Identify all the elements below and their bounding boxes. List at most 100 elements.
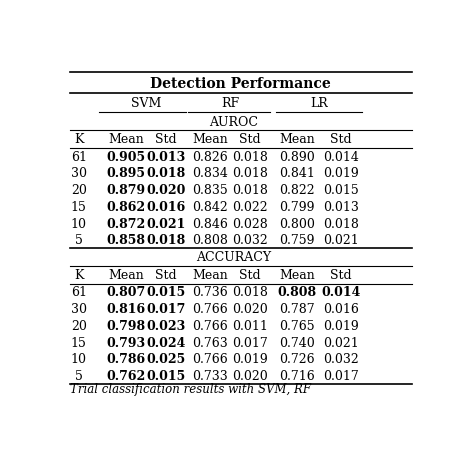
- Text: 0.890: 0.890: [280, 151, 315, 163]
- Text: 0.021: 0.021: [323, 336, 359, 349]
- Text: 0.808: 0.808: [192, 234, 228, 247]
- Text: 0.841: 0.841: [279, 167, 315, 180]
- Text: 0.014: 0.014: [321, 286, 361, 299]
- Text: 0.022: 0.022: [232, 200, 268, 213]
- Text: 0.018: 0.018: [323, 217, 359, 230]
- Text: 0.014: 0.014: [323, 151, 359, 163]
- Text: Mean: Mean: [192, 133, 228, 146]
- Text: 0.895: 0.895: [107, 167, 146, 180]
- Text: 0.013: 0.013: [147, 151, 186, 163]
- Text: 0.020: 0.020: [147, 184, 186, 197]
- Text: 0.019: 0.019: [323, 167, 359, 180]
- Text: 0.011: 0.011: [232, 319, 268, 332]
- Text: 5: 5: [75, 234, 83, 247]
- Text: 0.016: 0.016: [323, 303, 359, 316]
- Text: 0.018: 0.018: [232, 184, 268, 197]
- Text: 10: 10: [71, 217, 87, 230]
- Text: 30: 30: [71, 167, 87, 180]
- Text: 0.879: 0.879: [107, 184, 146, 197]
- Text: Mean: Mean: [192, 268, 228, 281]
- Text: 0.763: 0.763: [192, 336, 228, 349]
- Text: 0.858: 0.858: [107, 234, 146, 247]
- Text: 0.017: 0.017: [147, 303, 186, 316]
- Text: ACCURACY: ACCURACY: [196, 251, 271, 264]
- Text: 0.016: 0.016: [147, 200, 186, 213]
- Text: 0.018: 0.018: [232, 286, 268, 299]
- Text: Detection Performance: Detection Performance: [150, 77, 331, 91]
- Text: 0.736: 0.736: [192, 286, 228, 299]
- Text: 0.025: 0.025: [147, 353, 186, 365]
- Text: 0.835: 0.835: [192, 184, 228, 197]
- Text: Std: Std: [156, 268, 177, 281]
- Text: 0.028: 0.028: [232, 217, 268, 230]
- Text: 0.905: 0.905: [107, 151, 146, 163]
- Text: 0.787: 0.787: [280, 303, 315, 316]
- Text: 0.015: 0.015: [147, 369, 186, 382]
- Text: 0.793: 0.793: [107, 336, 146, 349]
- Text: RF: RF: [221, 97, 239, 110]
- Text: 0.024: 0.024: [147, 336, 186, 349]
- Text: 0.798: 0.798: [107, 319, 146, 332]
- Text: 0.842: 0.842: [192, 200, 228, 213]
- Text: 0.846: 0.846: [192, 217, 228, 230]
- Text: 0.032: 0.032: [323, 353, 359, 365]
- Text: Std: Std: [156, 133, 177, 146]
- Text: Mean: Mean: [280, 133, 315, 146]
- Text: 0.740: 0.740: [280, 336, 315, 349]
- Text: 15: 15: [71, 200, 87, 213]
- Text: 0.822: 0.822: [280, 184, 315, 197]
- Text: Std: Std: [330, 268, 352, 281]
- Text: Std: Std: [239, 268, 261, 281]
- Text: 0.726: 0.726: [280, 353, 315, 365]
- Text: 61: 61: [71, 286, 87, 299]
- Text: 0.862: 0.862: [107, 200, 146, 213]
- Text: 0.765: 0.765: [280, 319, 315, 332]
- Text: K: K: [74, 268, 84, 281]
- Text: 0.019: 0.019: [232, 353, 268, 365]
- Text: 0.766: 0.766: [192, 353, 228, 365]
- Text: 0.020: 0.020: [232, 303, 268, 316]
- Text: 0.018: 0.018: [232, 167, 268, 180]
- Text: 0.018: 0.018: [232, 151, 268, 163]
- Text: SVM: SVM: [131, 97, 161, 110]
- Text: 0.807: 0.807: [107, 286, 146, 299]
- Text: 0.826: 0.826: [192, 151, 228, 163]
- Text: 61: 61: [71, 151, 87, 163]
- Text: 0.015: 0.015: [147, 286, 186, 299]
- Text: K: K: [74, 133, 84, 146]
- Text: 10: 10: [71, 353, 87, 365]
- Text: 0.017: 0.017: [323, 369, 359, 382]
- Text: LR: LR: [310, 97, 328, 110]
- Text: 0.018: 0.018: [147, 234, 186, 247]
- Text: 0.032: 0.032: [232, 234, 268, 247]
- Text: 0.786: 0.786: [107, 353, 146, 365]
- Text: 0.766: 0.766: [192, 303, 228, 316]
- Text: 5: 5: [75, 369, 83, 382]
- Text: Std: Std: [330, 133, 352, 146]
- Text: 15: 15: [71, 336, 87, 349]
- Text: 0.021: 0.021: [323, 234, 359, 247]
- Text: 30: 30: [71, 303, 87, 316]
- Text: 0.023: 0.023: [147, 319, 186, 332]
- Text: 0.013: 0.013: [323, 200, 359, 213]
- Text: 20: 20: [71, 319, 87, 332]
- Text: Mean: Mean: [108, 133, 144, 146]
- Text: AUROC: AUROC: [209, 115, 258, 129]
- Text: 0.017: 0.017: [232, 336, 268, 349]
- Text: 0.799: 0.799: [280, 200, 315, 213]
- Text: 0.019: 0.019: [323, 319, 359, 332]
- Text: 20: 20: [71, 184, 87, 197]
- Text: Std: Std: [239, 133, 261, 146]
- Text: 0.733: 0.733: [192, 369, 228, 382]
- Text: 0.021: 0.021: [147, 217, 186, 230]
- Text: 0.759: 0.759: [280, 234, 315, 247]
- Text: 0.808: 0.808: [278, 286, 317, 299]
- Text: 0.816: 0.816: [107, 303, 146, 316]
- Text: Mean: Mean: [280, 268, 315, 281]
- Text: 0.834: 0.834: [192, 167, 228, 180]
- Text: Mean: Mean: [108, 268, 144, 281]
- Text: 0.766: 0.766: [192, 319, 228, 332]
- Text: 0.018: 0.018: [147, 167, 186, 180]
- Text: 0.020: 0.020: [232, 369, 268, 382]
- Text: 0.015: 0.015: [323, 184, 359, 197]
